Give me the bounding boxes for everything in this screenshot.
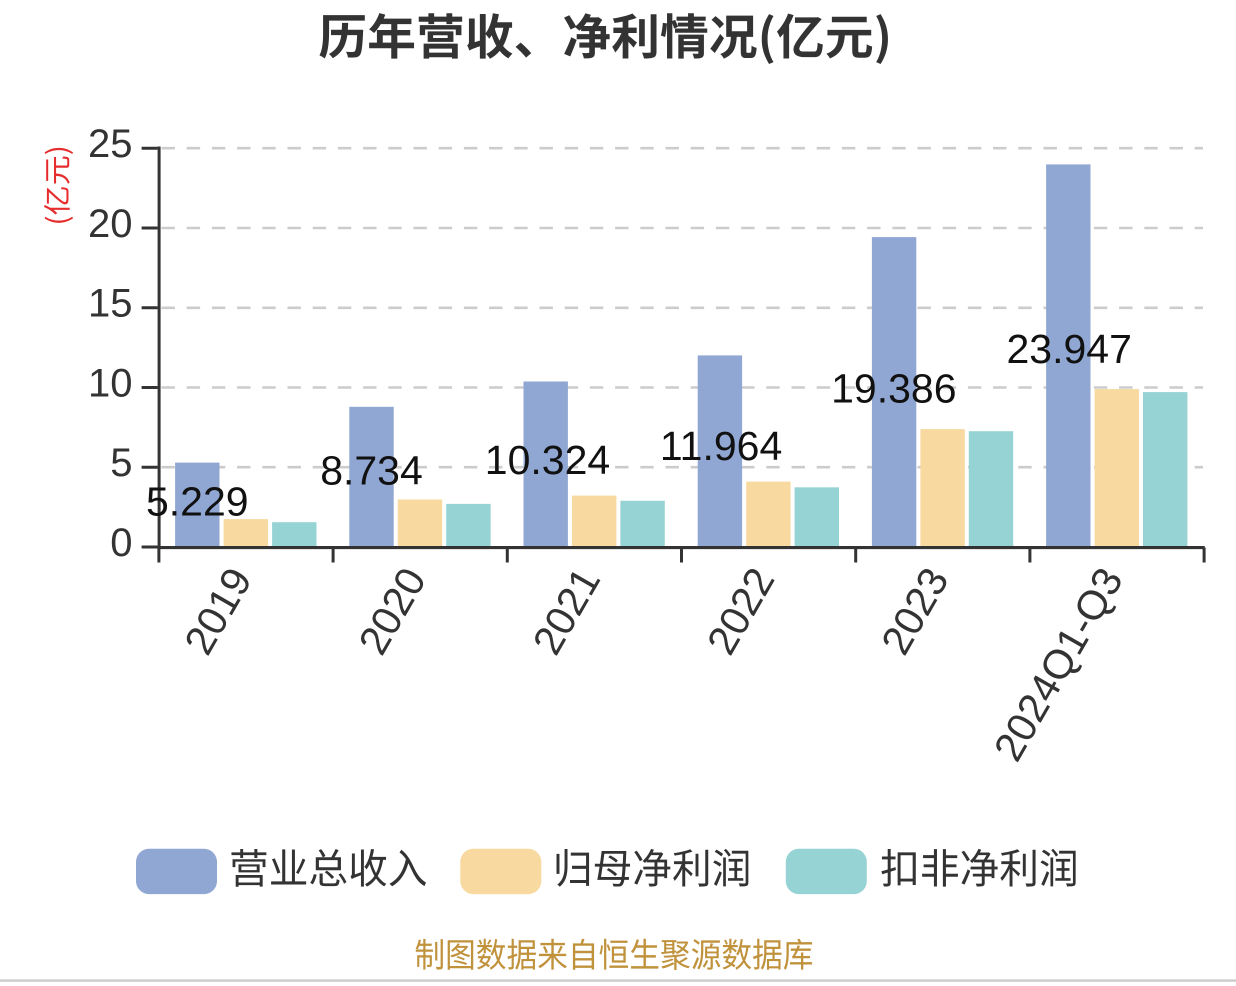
svg-text:2023: 2023 [872, 560, 957, 662]
svg-text:19.386: 19.386 [831, 365, 956, 411]
svg-text:10: 10 [88, 361, 133, 405]
svg-text:11.964: 11.964 [660, 423, 782, 469]
svg-text:2021: 2021 [524, 560, 609, 662]
svg-text:2019: 2019 [175, 560, 260, 662]
svg-text:5.229: 5.229 [146, 478, 249, 524]
svg-text:15: 15 [88, 282, 133, 326]
svg-text:20: 20 [88, 202, 133, 246]
svg-text:2024Q1-Q3: 2024Q1-Q3 [985, 560, 1132, 769]
svg-text:25: 25 [88, 122, 133, 166]
svg-text:23.947: 23.947 [1006, 326, 1131, 372]
svg-text:10.324: 10.324 [485, 437, 610, 483]
svg-text:0: 0 [110, 521, 132, 565]
svg-text:5: 5 [110, 441, 132, 485]
svg-text:2022: 2022 [698, 560, 783, 662]
svg-text:8.734: 8.734 [320, 447, 423, 493]
svg-text:2020: 2020 [350, 560, 435, 662]
